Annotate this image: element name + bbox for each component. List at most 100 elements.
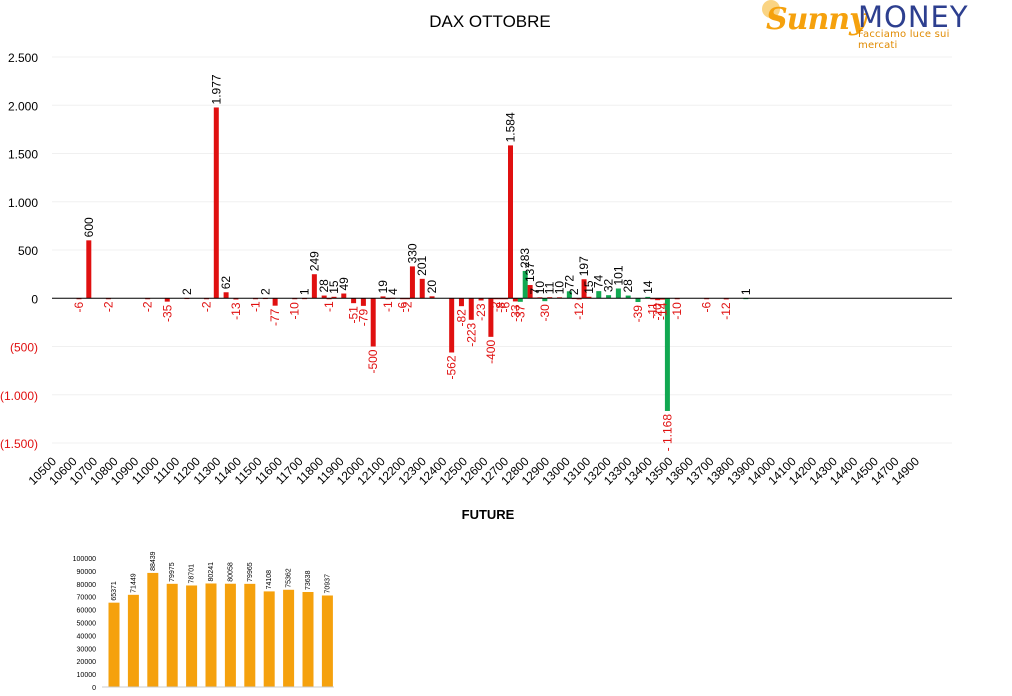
data-label: 1 xyxy=(739,288,753,295)
bar xyxy=(341,293,347,299)
data-label: 197 xyxy=(577,256,591,276)
bar xyxy=(660,298,666,300)
data-label: -6 xyxy=(700,302,714,313)
data-label: -77 xyxy=(268,308,282,326)
data-label: 600 xyxy=(82,217,96,237)
y-tick-label: (1.000) xyxy=(0,389,38,403)
data-label: -51 xyxy=(347,306,361,324)
y-tick-label: 1.000 xyxy=(8,196,38,210)
future-data-label: 80241 xyxy=(208,562,215,582)
data-label: 62 xyxy=(219,276,233,290)
y-tick-label: (500) xyxy=(10,341,38,355)
data-label: -14 xyxy=(656,302,670,320)
x-axis-tick-labels: 1050010600107001080010900110001110011200… xyxy=(26,454,923,488)
y-tick-label: 2.500 xyxy=(8,51,38,65)
bar xyxy=(664,298,670,411)
y-tick-label: 0 xyxy=(31,292,38,306)
data-label: -223 xyxy=(464,322,478,346)
future-y-tick-label: 50000 xyxy=(77,621,97,628)
data-label: 74 xyxy=(592,274,606,288)
future-y-tick-label: 60000 xyxy=(77,608,97,615)
bar xyxy=(625,295,631,299)
bar xyxy=(370,298,376,347)
future-bar xyxy=(283,589,295,687)
future-data-label: 78701 xyxy=(189,564,196,584)
future-chart-title: FUTURE xyxy=(462,507,515,522)
data-label: -23 xyxy=(474,303,488,321)
future-bar xyxy=(205,583,217,687)
bar xyxy=(542,298,548,302)
bar xyxy=(478,298,484,301)
bar xyxy=(429,296,435,299)
data-label: 19 xyxy=(376,280,390,294)
bar xyxy=(311,274,317,299)
data-label: 330 xyxy=(405,243,419,263)
bar xyxy=(380,296,386,299)
future-data-label: 88439 xyxy=(150,551,157,571)
future-bar xyxy=(127,594,139,687)
data-label: -2 xyxy=(401,301,415,312)
data-label: 28 xyxy=(317,279,331,293)
data-label: -12 xyxy=(719,302,733,320)
bar xyxy=(213,107,219,299)
data-label: -11 xyxy=(646,302,660,319)
future-y-tick-label: 30000 xyxy=(77,646,97,653)
sunny-money-logo: Sunny MONEY Facciamo luce sui mercati xyxy=(762,0,992,51)
y-tick-label: 2.000 xyxy=(8,99,38,113)
future-y-tick-label: 90000 xyxy=(77,569,97,576)
bar xyxy=(512,298,518,302)
data-label: 101 xyxy=(611,265,625,285)
future-bar xyxy=(166,583,178,687)
data-label: -39 xyxy=(631,305,645,323)
bar xyxy=(409,266,415,299)
future-bar xyxy=(321,595,333,687)
data-label: 283 xyxy=(518,248,532,268)
bar xyxy=(723,298,729,300)
future-bar xyxy=(147,572,159,687)
data-label: -562 xyxy=(445,355,459,379)
data-label: -20 xyxy=(651,303,665,321)
future-y-tick-label: 0 xyxy=(92,685,96,692)
data-label: -33 xyxy=(508,304,522,322)
bar xyxy=(645,296,651,299)
future-data-label: 75362 xyxy=(286,568,293,588)
data-label: 11 xyxy=(543,281,557,294)
future-bar xyxy=(263,591,275,687)
dax-ottobre-chart: DAX OTTOBRE 2.500 2.000 1.500 1.000 500 0 (500… xyxy=(0,12,952,488)
data-label: 28 xyxy=(621,279,635,293)
future-bars xyxy=(108,572,333,687)
future-data-label: 79965 xyxy=(247,562,254,582)
data-label: 15 xyxy=(582,280,596,294)
bar xyxy=(527,285,533,299)
bar xyxy=(419,278,425,299)
bar xyxy=(468,298,474,320)
future-y-tick-label: 20000 xyxy=(77,659,97,666)
data-label: 4 xyxy=(386,288,400,295)
data-label: -2 xyxy=(141,301,155,312)
future-y-axis-tick-labels: 0 10000 20000 30000 40000 50000 60000 70000 8000… xyxy=(73,556,96,692)
data-label: 10 xyxy=(553,281,567,295)
future-bar xyxy=(244,583,256,687)
future-bar xyxy=(302,592,314,687)
data-label: 1 xyxy=(298,288,312,295)
bar xyxy=(86,240,92,299)
future-data-label: 74108 xyxy=(266,570,273,590)
data-label: -400 xyxy=(484,340,498,364)
data-label: -6 xyxy=(72,302,86,313)
data-label: -10 xyxy=(670,302,684,320)
logo-tagline: Facciamo luce sui mercati xyxy=(858,29,950,51)
data-label: -2 xyxy=(489,301,503,312)
data-label: -37 xyxy=(513,304,527,322)
future-data-label: 80058 xyxy=(227,562,234,582)
future-y-tick-label: 40000 xyxy=(77,633,97,640)
bar xyxy=(606,295,612,299)
future-data-label: 73638 xyxy=(305,570,312,590)
bar xyxy=(272,298,278,306)
data-label: -500 xyxy=(366,349,380,373)
bar xyxy=(351,298,357,304)
gridlines xyxy=(52,56,952,444)
y-tick-label: 500 xyxy=(18,244,38,258)
bar xyxy=(576,298,582,300)
bar xyxy=(615,288,621,299)
